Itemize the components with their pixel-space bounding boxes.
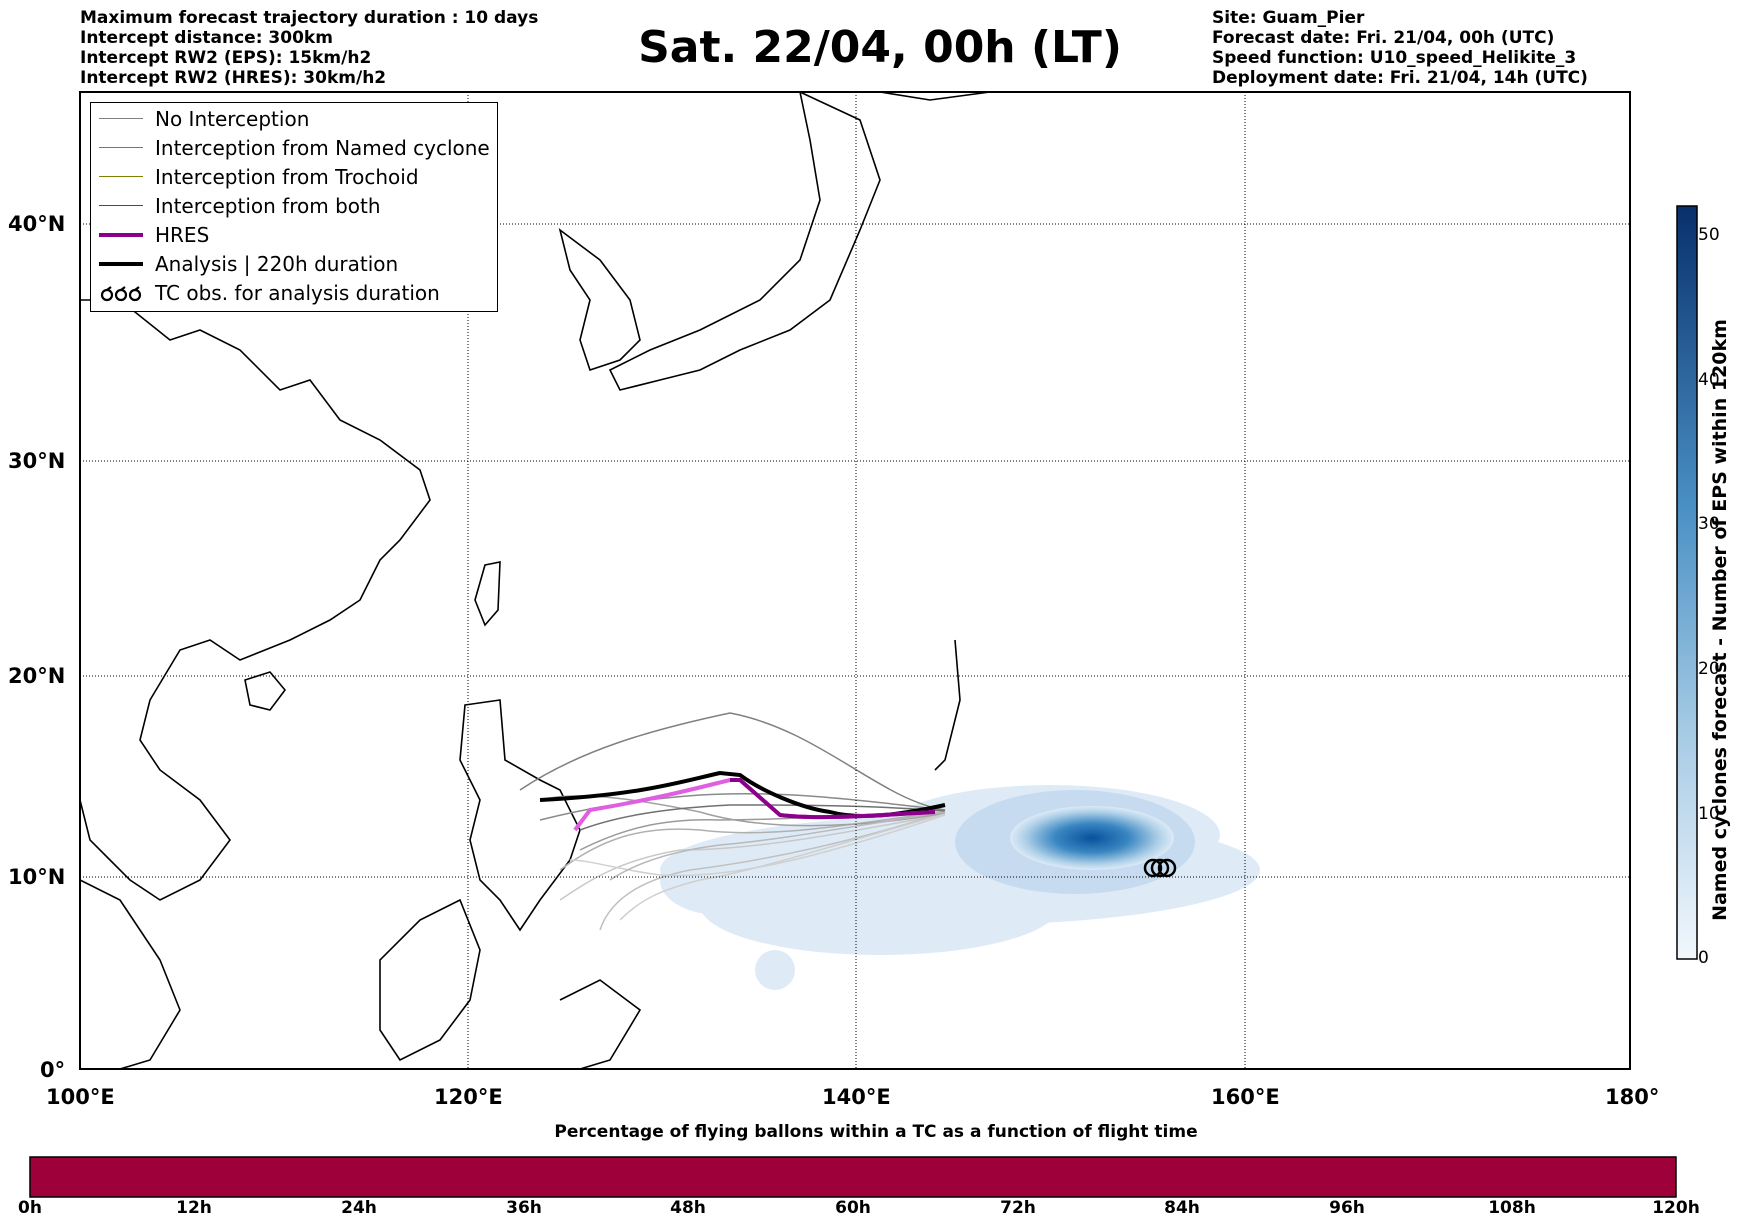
map-frame (79, 91, 1631, 1070)
time-bar-tick: 84h (1164, 1198, 1200, 1218)
time-bar-tick: 36h (506, 1198, 542, 1218)
eps-colorbar (1676, 205, 1698, 960)
lon-label: 140°E (822, 1085, 891, 1109)
time-bar-tick: 120h (1652, 1198, 1700, 1218)
legend-swatch (99, 233, 143, 237)
legend-label: Interception from Trochoid (155, 165, 419, 189)
header-right: Site: Guam_Pier Forecast date: Fri. 21/0… (1212, 8, 1588, 88)
lat-label: 40°N (8, 212, 66, 236)
coastlines (80, 92, 991, 1069)
legend-item: No Interception (91, 105, 497, 133)
header-line: Intercept distance: 300km (80, 28, 333, 48)
eps-density-core (1010, 806, 1174, 870)
colorbar-tick: 0 (1698, 948, 1709, 968)
legend-item: Interception from Named cyclone (91, 134, 497, 162)
time-bar-tick: 24h (341, 1198, 377, 1218)
lon-label: 120°E (434, 1085, 503, 1109)
legend-label: TC obs. for analysis duration (155, 281, 440, 305)
legend-item: HRES (91, 221, 497, 249)
legend-swatch (99, 262, 143, 266)
legend-label: Analysis | 220h duration (155, 252, 399, 276)
time-bar-tick: 12h (176, 1198, 212, 1218)
colorbar-title: Named cyclones forecast - Number of EPS … (1709, 319, 1731, 921)
legend-item: Analysis | 220h duration (91, 250, 497, 278)
header-line: Speed function: U10_speed_Helikite_3 (1212, 48, 1577, 68)
lon-label: 160°E (1211, 1085, 1280, 1109)
header-line: Forecast date: Fri. 21/04, 00h (UTC) (1212, 28, 1555, 48)
header-line: Maximum forecast trajectory duration : 1… (80, 8, 539, 28)
legend-swatch (99, 147, 143, 148)
legend-item: Interception from Trochoid (91, 163, 497, 191)
time-bar-tick: 0h (18, 1198, 42, 1218)
lat-label: 30°N (8, 449, 66, 473)
legend-item: Interception from both (91, 192, 497, 220)
colorbar-tick: 50 (1698, 225, 1720, 245)
lon-label: 180° (1605, 1085, 1660, 1109)
colorbar-tick: 20 (1698, 659, 1720, 679)
time-bar-tick: 96h (1329, 1198, 1365, 1218)
legend-label: Interception from Named cyclone (155, 136, 490, 160)
tc-obs-symbols (1143, 858, 1177, 878)
cyclone-symbol-icon (100, 286, 142, 302)
legend: No Interception Interception from Named … (90, 102, 498, 312)
legend-item: TC obs. for analysis duration (91, 279, 497, 307)
time-bar-title: Percentage of flying ballons within a TC… (554, 1122, 1198, 1142)
legend-swatch (99, 205, 143, 206)
lat-label: 20°N (8, 664, 66, 688)
header-line: Intercept RW2 (HRES): 30km/h2 (80, 68, 387, 88)
hres-trajectory-tail (730, 778, 936, 820)
legend-label: No Interception (155, 107, 310, 131)
legend-swatch (99, 176, 143, 177)
map-title: Sat. 22/04, 00h (LT) (638, 22, 1122, 73)
colorbar-tick: 10 (1698, 804, 1720, 824)
time-bar-tick: 72h (1000, 1198, 1036, 1218)
map-area (80, 92, 1260, 1069)
legend-label: HRES (155, 223, 210, 247)
header-left: Maximum forecast trajectory duration : 1… (80, 8, 538, 88)
lon-label: 100°E (46, 1085, 115, 1109)
lat-label: 10°N (8, 865, 66, 889)
header-line: Deployment date: Fri. 21/04, 14h (UTC) (1212, 68, 1588, 88)
header-line: Intercept RW2 (EPS): 15km/h2 (80, 48, 372, 68)
time-bar-tick: 60h (835, 1198, 871, 1218)
time-bar-tick: 108h (1488, 1198, 1536, 1218)
colorbar-tick: 40 (1698, 370, 1720, 390)
legend-label: Interception from both (155, 194, 381, 218)
header-line: Site: Guam_Pier (1212, 8, 1365, 28)
colorbar-tick: 30 (1698, 514, 1720, 534)
time-bar-tick: 48h (670, 1198, 706, 1218)
legend-swatch (99, 118, 143, 119)
lat-label: 0° (40, 1058, 66, 1082)
flight-time-bar (29, 1156, 1677, 1198)
